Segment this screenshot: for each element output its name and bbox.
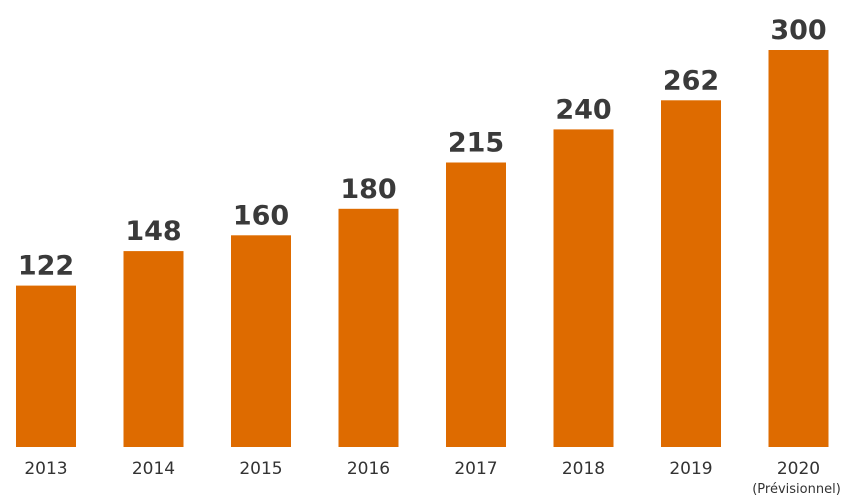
bar-value-label-2013: 122 — [18, 251, 74, 282]
x-tick-label-2013: 2013 — [24, 459, 67, 479]
x-tick-label-2016: 2016 — [347, 459, 390, 479]
x-tick-label-2019: 2019 — [669, 459, 712, 479]
bar-2017 — [446, 162, 506, 447]
x-tick-label-2020: 2020 — [777, 459, 820, 479]
bar-value-label-2019: 262 — [663, 65, 719, 96]
bar-value-label-2018: 240 — [555, 94, 611, 125]
bar-2013 — [16, 285, 76, 447]
bar-value-label-2020: 300 — [770, 15, 826, 46]
bar-value-label-2014: 148 — [125, 216, 181, 247]
x-tick-note-2020: (Prévisionnel) — [752, 482, 841, 497]
x-tick-label-2017: 2017 — [454, 459, 497, 479]
bar-2018 — [553, 129, 614, 447]
x-tick-label-2014: 2014 — [132, 459, 175, 479]
bar-value-label-2016: 180 — [340, 174, 396, 205]
bar-2015 — [231, 235, 291, 447]
bar-2019 — [661, 100, 721, 448]
x-tick-label-2015: 2015 — [239, 459, 282, 479]
bar-value-label-2015: 160 — [233, 200, 289, 231]
bar-2020 — [768, 50, 829, 447]
bar-value-label-2017: 215 — [448, 128, 504, 159]
value-labels-group: 122 148 160 180 215 240 262 300 — [18, 15, 827, 282]
x-tick-label-2018: 2018 — [562, 459, 605, 479]
x-axis-ticks-group: 2013 2014 2015 2016 2017 2018 2019 2020 (Prévisi… — [24, 459, 840, 497]
bar-2014 — [123, 251, 184, 447]
bars-group — [16, 50, 829, 448]
bar-2016 — [338, 208, 399, 447]
